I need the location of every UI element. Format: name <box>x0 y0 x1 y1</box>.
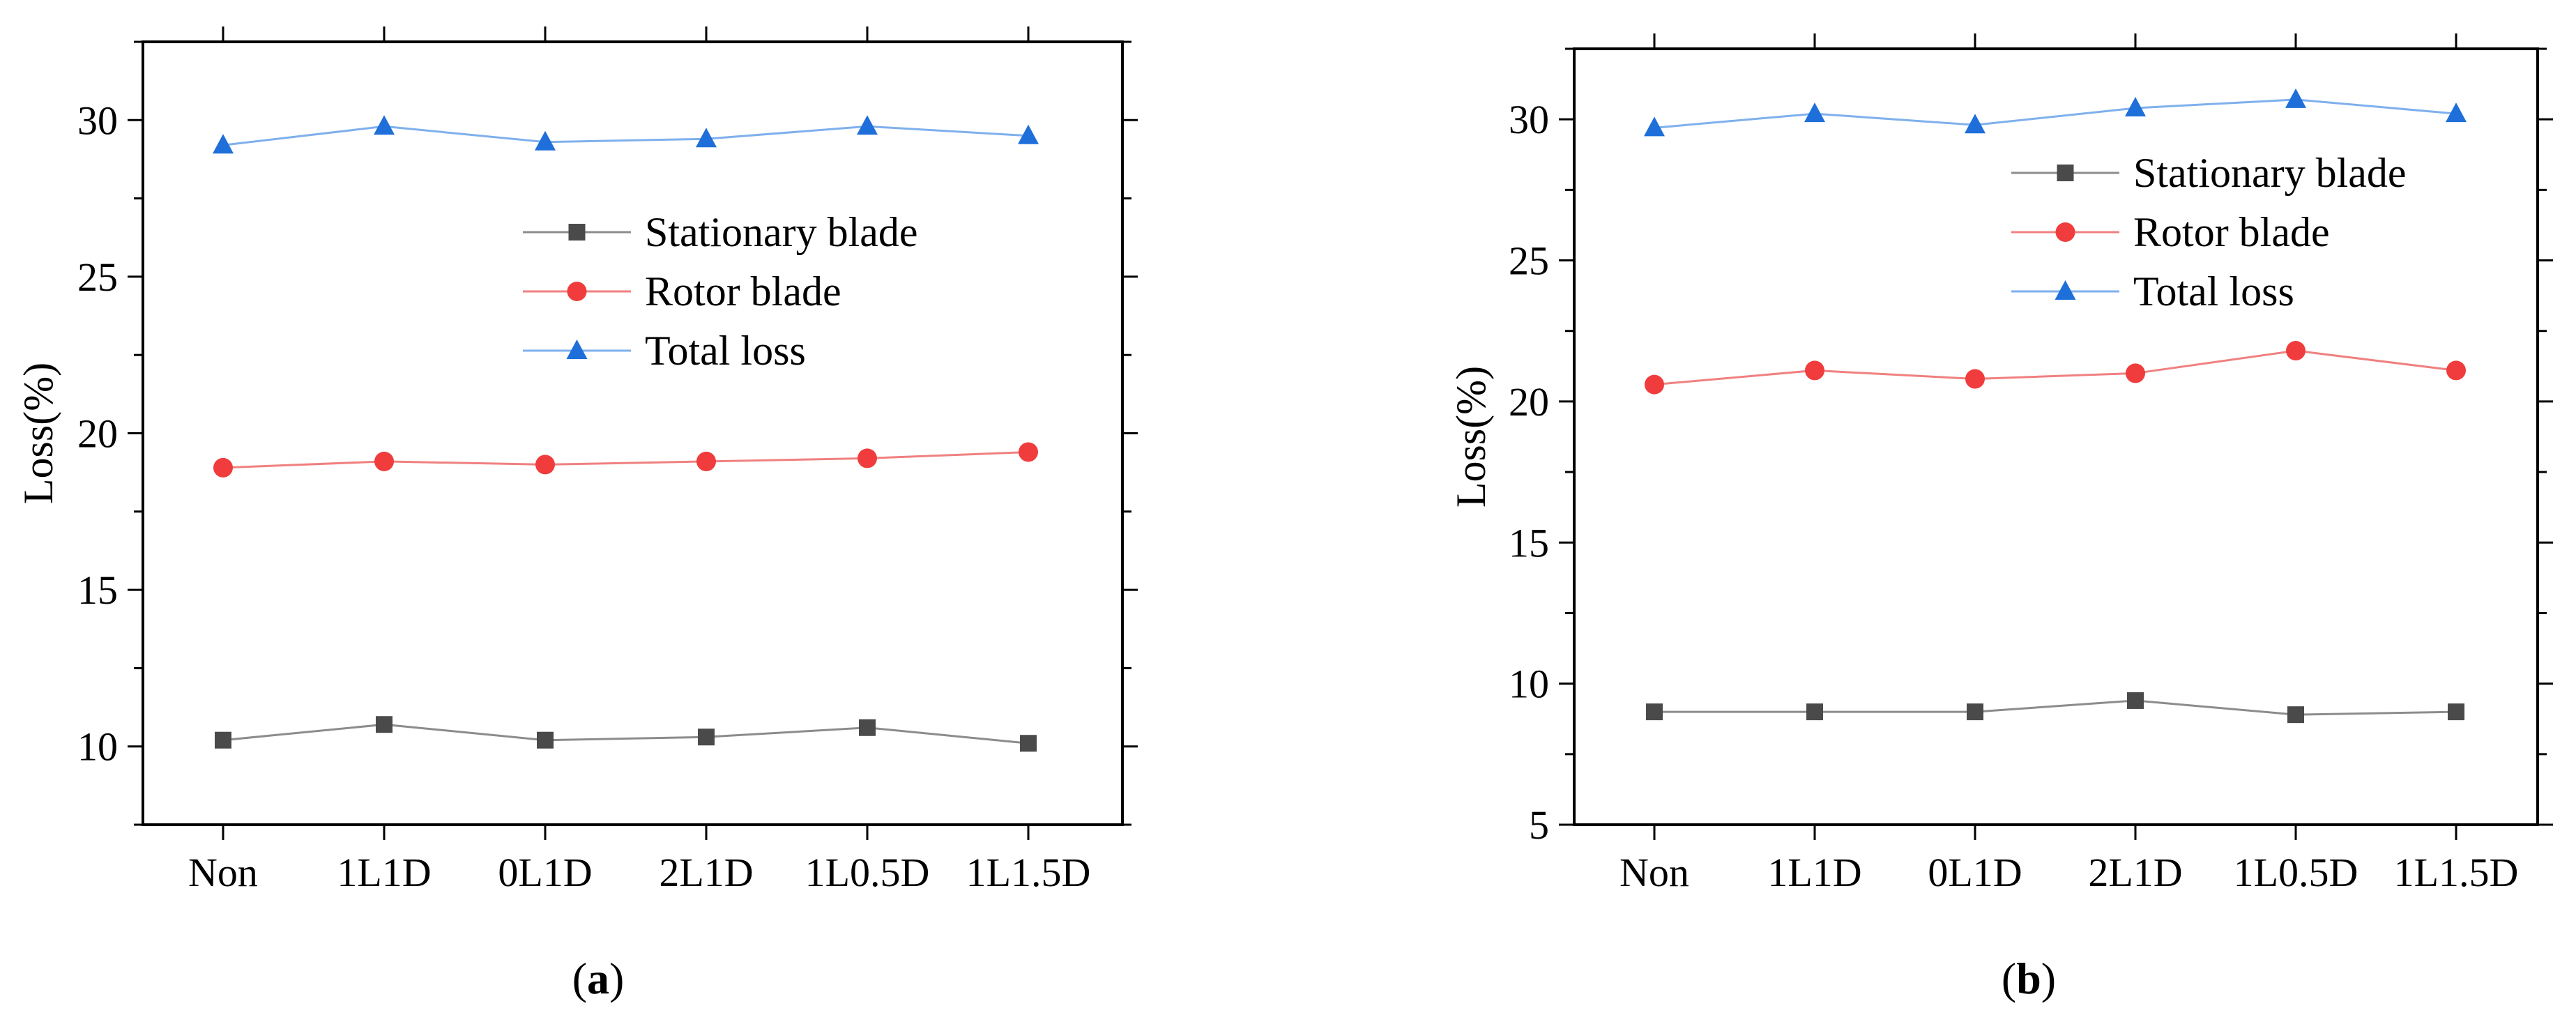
caption-close: ) <box>2041 954 2056 1003</box>
legend-label: Rotor blade <box>2133 209 2330 255</box>
caption-open: ( <box>572 954 587 1003</box>
y-tick-label: 30 <box>77 98 118 143</box>
data-point <box>859 719 876 736</box>
caption-letter: b <box>2016 954 2041 1003</box>
series-line <box>1654 699 2457 716</box>
legend-label: Stationary blade <box>2133 150 2407 196</box>
x-tick-label: 1L0.5D <box>805 850 930 895</box>
panel-caption: (b) <box>2002 954 2056 1003</box>
data-point <box>1645 374 1664 395</box>
data-point <box>2285 88 2306 108</box>
series-line <box>222 450 1029 469</box>
caption-close: ) <box>609 954 624 1003</box>
y-axis-title: Loss(%) <box>1448 366 1494 508</box>
y-tick-label: 20 <box>77 411 118 457</box>
data-point <box>376 716 393 733</box>
y-tick-label: 15 <box>77 567 118 613</box>
data-point <box>213 457 233 478</box>
data-point <box>696 128 717 148</box>
data-point <box>858 448 877 468</box>
data-point <box>857 115 878 135</box>
x-tick-label: Non <box>1619 850 1689 895</box>
data-point <box>535 455 555 475</box>
data-point <box>215 731 231 749</box>
legend-marker <box>2055 222 2075 242</box>
data-point <box>696 451 716 471</box>
legend-marker <box>2055 280 2076 300</box>
x-tick-label: 0L1D <box>1928 850 2022 895</box>
legend-label: Total loss <box>645 328 806 374</box>
data-point <box>1018 124 1039 144</box>
legend-marker <box>567 282 587 301</box>
data-point <box>2125 96 2146 116</box>
chart-panel-a: 10 15 20 25 30 Non 1L1D 0L1D 2L1D 1L0.5D 1L1.5D Los… <box>15 26 1138 1003</box>
data-point <box>2446 102 2467 123</box>
data-point <box>1646 703 1663 721</box>
panel-caption: (a) <box>572 954 625 1003</box>
data-point <box>698 729 715 746</box>
y-axis-title: Loss(%) <box>15 363 61 504</box>
data-point <box>1806 703 1823 721</box>
data-point <box>2286 341 2306 361</box>
x-tick-label: Non <box>188 850 258 895</box>
series-line <box>1654 349 2457 386</box>
x-tick-label: 1L0.5D <box>2234 850 2358 895</box>
data-point <box>1020 735 1037 752</box>
data-point <box>1804 102 1825 123</box>
data-point <box>1967 703 1983 721</box>
data-point <box>2287 706 2304 724</box>
y-tick-label: 20 <box>1509 379 1549 425</box>
y-tick-label: 10 <box>77 724 118 770</box>
caption-letter: a <box>587 954 609 1003</box>
plot-frame <box>1573 47 2539 826</box>
series-line <box>222 723 1029 745</box>
data-point <box>2127 692 2144 709</box>
data-point <box>1805 360 1824 381</box>
data-point <box>2448 703 2464 721</box>
data-point <box>1019 442 1038 462</box>
legend-label: Stationary blade <box>645 209 918 255</box>
legend-marker <box>566 340 588 359</box>
legend-label: Rotor blade <box>645 268 841 314</box>
x-tick-label: 1L1.5D <box>966 850 1091 895</box>
data-point <box>537 731 554 749</box>
x-tick-label: 2L1D <box>659 850 753 895</box>
data-point <box>1644 116 1665 137</box>
series-line <box>222 125 1029 146</box>
y-tick-label: 15 <box>1509 520 1549 565</box>
data-point <box>535 130 556 151</box>
data-point <box>213 134 234 154</box>
y-tick-label: 30 <box>1509 97 1549 142</box>
x-tick-label: 0L1D <box>498 850 592 895</box>
y-tick-label: 25 <box>1509 238 1549 284</box>
chart-panel-b: 5 10 15 20 25 30 Non 1L1D 0L1D 2L1D 1L0.5D 1L1.5D Lo… <box>1448 33 2553 1003</box>
data-point <box>1965 114 1986 134</box>
y-tick-label: 25 <box>77 254 118 300</box>
x-tick-label: 1L1D <box>1767 850 1861 895</box>
data-point <box>2446 360 2466 381</box>
x-tick-label: 2L1D <box>2088 850 2182 895</box>
data-point <box>374 115 395 135</box>
x-tick-label: 1L1.5D <box>2394 850 2519 895</box>
series-line <box>1654 98 2457 129</box>
plot-frame <box>142 40 1124 826</box>
data-point <box>374 451 394 471</box>
y-tick-label: 10 <box>1509 662 1549 707</box>
legend-marker <box>2057 165 2074 181</box>
legend-label: Total loss <box>2133 268 2294 314</box>
data-point <box>1965 369 1985 389</box>
caption-open: ( <box>2002 954 2016 1003</box>
legend-marker <box>568 224 586 241</box>
x-tick-label: 1L1D <box>337 850 431 895</box>
data-point <box>2126 363 2145 383</box>
y-tick-label: 5 <box>1529 802 1549 848</box>
